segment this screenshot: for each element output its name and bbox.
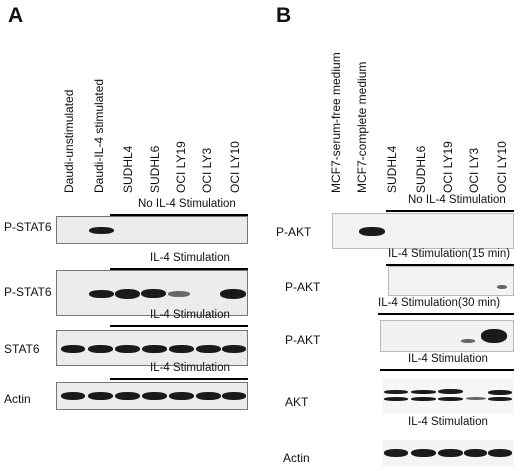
stim-label: IL-4 Stimulation	[150, 362, 230, 374]
band	[384, 449, 408, 457]
band	[196, 392, 221, 400]
blot-pstat6-unstim	[56, 216, 248, 244]
blot-actin-a	[56, 382, 248, 410]
stim-label: No IL-4 Stimulation	[408, 194, 506, 206]
band	[384, 397, 408, 401]
row-label: STAT6	[4, 342, 40, 356]
stim-bracket-line	[386, 264, 514, 266]
row-label: AKT	[285, 395, 309, 409]
band	[61, 345, 85, 353]
row-label: Actin	[4, 392, 31, 406]
band	[384, 390, 408, 394]
lane-label: SUDHL6	[148, 145, 162, 193]
stim-label: IL-4 Stimulation	[408, 416, 488, 428]
band	[411, 390, 436, 394]
row-label: P-AKT	[285, 280, 321, 294]
band	[168, 291, 190, 297]
row-label: P-AKT	[276, 225, 312, 239]
lane-label: OCI LY3	[200, 147, 214, 193]
blot-pakt-30min	[380, 320, 514, 352]
blot-pakt-15min	[388, 266, 514, 296]
band	[488, 449, 512, 457]
band	[142, 392, 167, 400]
band	[61, 392, 85, 400]
blot-akt	[382, 378, 514, 414]
band	[481, 329, 507, 343]
band	[466, 397, 486, 400]
stim-bracket-line	[110, 214, 248, 216]
band	[411, 397, 436, 401]
band	[115, 289, 140, 299]
stim-bracket-line	[110, 268, 248, 270]
lane-label: OCI LY10	[495, 141, 509, 193]
blot-pstat6-stim	[56, 270, 248, 316]
row-label: Actin	[283, 451, 310, 465]
band	[222, 345, 246, 353]
band	[411, 449, 436, 457]
stim-bracket-line	[380, 369, 514, 371]
stim-label: IL-4 Stimulation	[408, 353, 488, 365]
band	[89, 227, 114, 234]
lane-label: OCI LY10	[228, 141, 242, 193]
band	[359, 227, 385, 236]
band	[196, 345, 221, 353]
lane-label: OCI LY19	[174, 141, 188, 193]
stim-label: IL-4 Stimulation	[150, 252, 230, 264]
panel-a-letter: A	[8, 4, 24, 27]
band	[222, 392, 246, 400]
lane-label: OCI LY3	[467, 147, 481, 193]
band	[438, 397, 463, 401]
lane-label: MCF7-complete medium	[355, 61, 369, 193]
stim-label: No IL-4 Stimulation	[138, 198, 236, 210]
band	[142, 345, 167, 353]
row-label: P-STAT6	[4, 285, 52, 299]
band	[464, 449, 487, 457]
stim-bracket-line	[378, 313, 514, 315]
lane-label: SUDHL4	[385, 145, 399, 193]
band	[169, 345, 194, 353]
lane-label: Daudi-unstimulated	[62, 89, 76, 193]
band	[89, 290, 114, 298]
band	[220, 289, 246, 299]
band	[115, 345, 140, 353]
lane-label: OCI LY19	[441, 141, 455, 193]
band	[438, 389, 463, 394]
lane-label: Daudi-IL-4 stimulated	[92, 78, 106, 193]
row-label: P-AKT	[285, 333, 321, 347]
panel-b-letter: B	[276, 4, 292, 27]
band	[461, 339, 475, 343]
stim-label: IL-4 Stimulation	[150, 309, 230, 321]
stim-bracket-line	[110, 378, 248, 380]
band	[88, 345, 113, 353]
blot-actin-b	[382, 440, 514, 466]
blot-pakt-unstim	[332, 213, 514, 249]
row-label: P-STAT6	[4, 220, 52, 234]
lane-label: MCF7-serum-free medium	[329, 52, 343, 193]
band	[488, 397, 512, 401]
band	[438, 449, 463, 457]
band	[141, 289, 166, 298]
stim-label: IL-4 Stimulation(30 min)	[378, 297, 501, 309]
stim-label: IL-4 Stimulation(15 min)	[388, 248, 511, 260]
lane-label: SUDHL6	[414, 145, 428, 193]
band	[88, 392, 113, 400]
band	[169, 392, 194, 400]
stim-bracket-line	[110, 325, 248, 327]
lane-label: SUDHL4	[121, 145, 135, 193]
band	[488, 390, 512, 395]
band	[115, 392, 140, 400]
band	[497, 285, 507, 289]
stim-bracket-line	[386, 210, 514, 212]
blot-stat6	[56, 330, 248, 366]
